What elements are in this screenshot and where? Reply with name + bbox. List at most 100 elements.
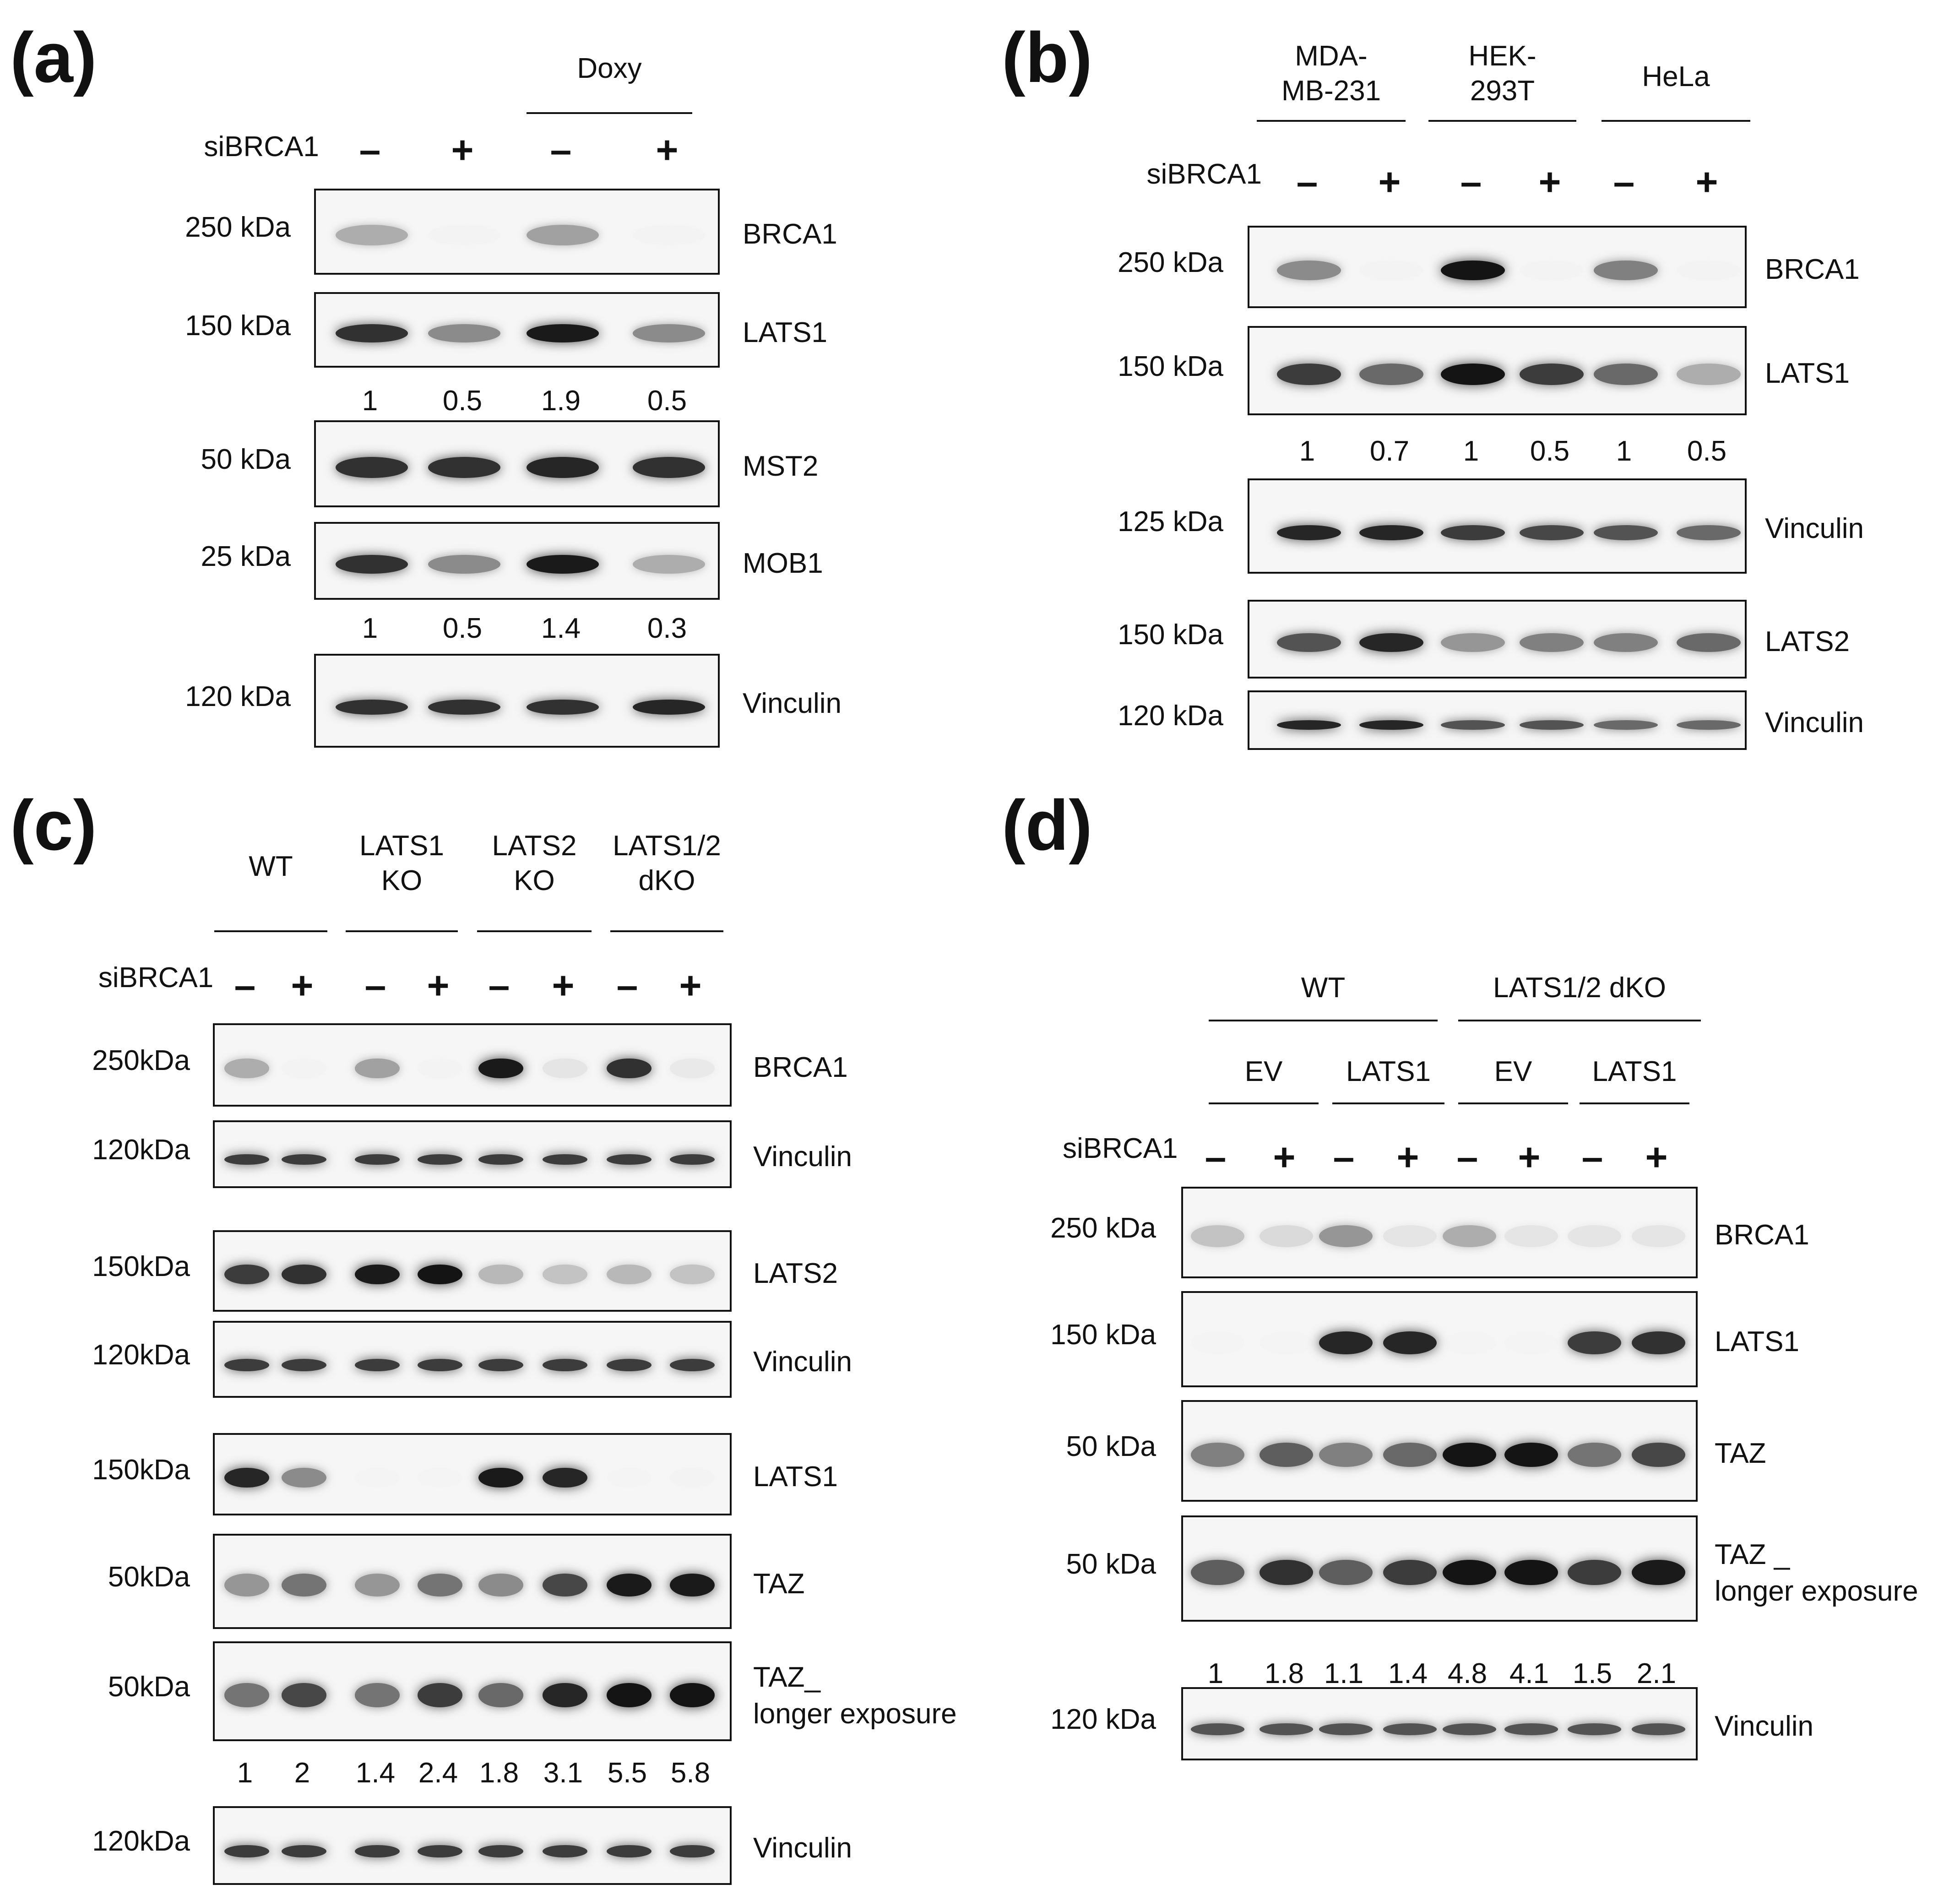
sign-d-lane-3: –	[1333, 1135, 1355, 1178]
blot-c-8	[213, 1806, 732, 1885]
band-c-3-1	[224, 1265, 269, 1284]
band-b-4-4	[1519, 633, 1584, 652]
band-c-3-6	[543, 1265, 587, 1284]
band-d-5-2	[1259, 1723, 1313, 1735]
group-line-b-0	[1257, 120, 1406, 122]
sign-c-lane-3: –	[364, 964, 386, 1007]
sibrca1-label-c: siBRCA1	[98, 962, 214, 994]
band-d-5-6	[1504, 1723, 1558, 1735]
band-a-5-3	[527, 700, 599, 715]
band-c-1-8	[670, 1058, 715, 1079]
kda-label-c-8: 120kDa	[92, 1825, 190, 1857]
band-c-2-1	[224, 1154, 269, 1165]
sign-d-lane-7: –	[1581, 1135, 1603, 1178]
blot-a-2	[314, 292, 720, 368]
sign-b-lane-4: +	[1538, 160, 1561, 203]
band-a-4-3	[527, 555, 599, 574]
quant-d-4-lane-8: 2.1	[1636, 1658, 1677, 1689]
protein-label-c-6: TAZ	[753, 1568, 805, 1600]
group-label-b-2: HeLa	[1642, 61, 1710, 92]
sign-c-lane-2: +	[291, 964, 314, 1007]
band-b-3-4	[1519, 525, 1584, 541]
band-d-3-5	[1442, 1442, 1496, 1467]
band-c-8-2	[282, 1845, 326, 1858]
subgroup-line-d-0	[1209, 1102, 1319, 1104]
protein-label-d-1: BRCA1	[1715, 1219, 1809, 1251]
band-a-1-4	[633, 225, 705, 246]
band-d-2-5	[1442, 1331, 1496, 1355]
band-a-5-4	[633, 700, 705, 715]
kda-label-d-3: 50 kDa	[1066, 1431, 1156, 1462]
quant-b-2-lane-1: 1	[1299, 435, 1315, 467]
blot-d-4	[1181, 1515, 1698, 1622]
kda-label-b-3: 125 kDa	[1118, 506, 1223, 538]
blot-b-5	[1248, 690, 1747, 750]
quant-d-4-lane-4: 1.4	[1388, 1658, 1428, 1689]
band-d-3-7	[1567, 1442, 1621, 1467]
kda-label-c-7: 50kDa	[108, 1671, 190, 1703]
group-label-b-1: HEK- 293T	[1468, 40, 1537, 107]
blot-c-4	[213, 1321, 732, 1398]
band-a-2-1	[336, 324, 408, 342]
band-a-3-1	[336, 457, 408, 478]
protein-label-b-2: LATS1	[1765, 357, 1850, 389]
band-b-3-5	[1593, 525, 1658, 541]
subgroup-line-d-1	[1332, 1102, 1444, 1104]
protein-label-c-4: Vinculin	[753, 1346, 852, 1378]
group-line-b-2	[1602, 120, 1750, 122]
band-c-8-5	[478, 1845, 523, 1858]
band-c-7-5	[478, 1683, 523, 1707]
kda-label-d-5: 120 kDa	[1050, 1704, 1156, 1735]
band-b-4-2	[1359, 633, 1424, 652]
band-c-5-1	[224, 1468, 269, 1488]
kda-label-c-6: 50kDa	[108, 1561, 190, 1593]
kda-label-c-1: 250kDa	[92, 1045, 190, 1076]
band-c-7-1	[224, 1683, 269, 1707]
band-c-6-8	[670, 1574, 715, 1597]
band-c-4-4	[418, 1358, 462, 1371]
band-c-7-6	[543, 1683, 587, 1707]
blot-d-5	[1181, 1687, 1698, 1760]
band-c-6-3	[355, 1574, 400, 1597]
band-d-2-6	[1504, 1331, 1558, 1355]
band-b-2-3	[1440, 364, 1505, 385]
band-d-1-3	[1319, 1225, 1373, 1247]
group-label-d-1: LATS1/2 dKO	[1493, 972, 1666, 1004]
band-c-4-3	[355, 1358, 400, 1371]
kda-label-b-2: 150 kDa	[1118, 350, 1223, 382]
quant-c-7-lane-3: 1.4	[355, 1757, 396, 1789]
protein-label-a-2: LATS1	[743, 316, 827, 348]
band-b-2-1	[1276, 364, 1341, 385]
band-b-4-1	[1276, 633, 1341, 652]
band-c-3-2	[282, 1265, 326, 1284]
quant-b-2-lane-2: 0.7	[1369, 435, 1410, 467]
sign-a-lane-1: –	[359, 128, 381, 171]
subgroup-label-d-2: EV	[1494, 1056, 1532, 1087]
band-c-7-3	[355, 1683, 400, 1707]
band-a-4-1	[336, 555, 408, 574]
band-c-8-3	[355, 1845, 400, 1858]
quant-a-4-lane-2: 0.5	[442, 613, 483, 644]
band-c-4-7	[607, 1358, 652, 1371]
band-c-5-5	[478, 1468, 523, 1488]
kda-label-c-5: 150kDa	[92, 1454, 190, 1486]
band-b-4-5	[1593, 633, 1658, 652]
band-b-5-6	[1676, 720, 1741, 730]
band-d-3-3	[1319, 1442, 1373, 1467]
band-d-2-1	[1190, 1331, 1244, 1355]
band-d-2-7	[1567, 1331, 1621, 1355]
blot-c-2	[213, 1120, 732, 1188]
band-c-6-1	[224, 1574, 269, 1597]
subgroup-label-d-0: EV	[1244, 1056, 1283, 1087]
band-c-1-2	[282, 1058, 326, 1079]
band-d-5-4	[1383, 1723, 1437, 1735]
sign-c-lane-5: –	[488, 964, 510, 1007]
kda-label-d-1: 250 kDa	[1050, 1212, 1156, 1244]
blot-a-4	[314, 522, 720, 600]
group-label-c-1: LATS1 KO	[359, 830, 444, 896]
sign-c-lane-1: –	[234, 964, 256, 1007]
band-d-5-7	[1567, 1723, 1621, 1735]
blot-c-5	[213, 1433, 732, 1515]
blot-c-7	[213, 1641, 732, 1741]
band-c-5-8	[670, 1468, 715, 1488]
